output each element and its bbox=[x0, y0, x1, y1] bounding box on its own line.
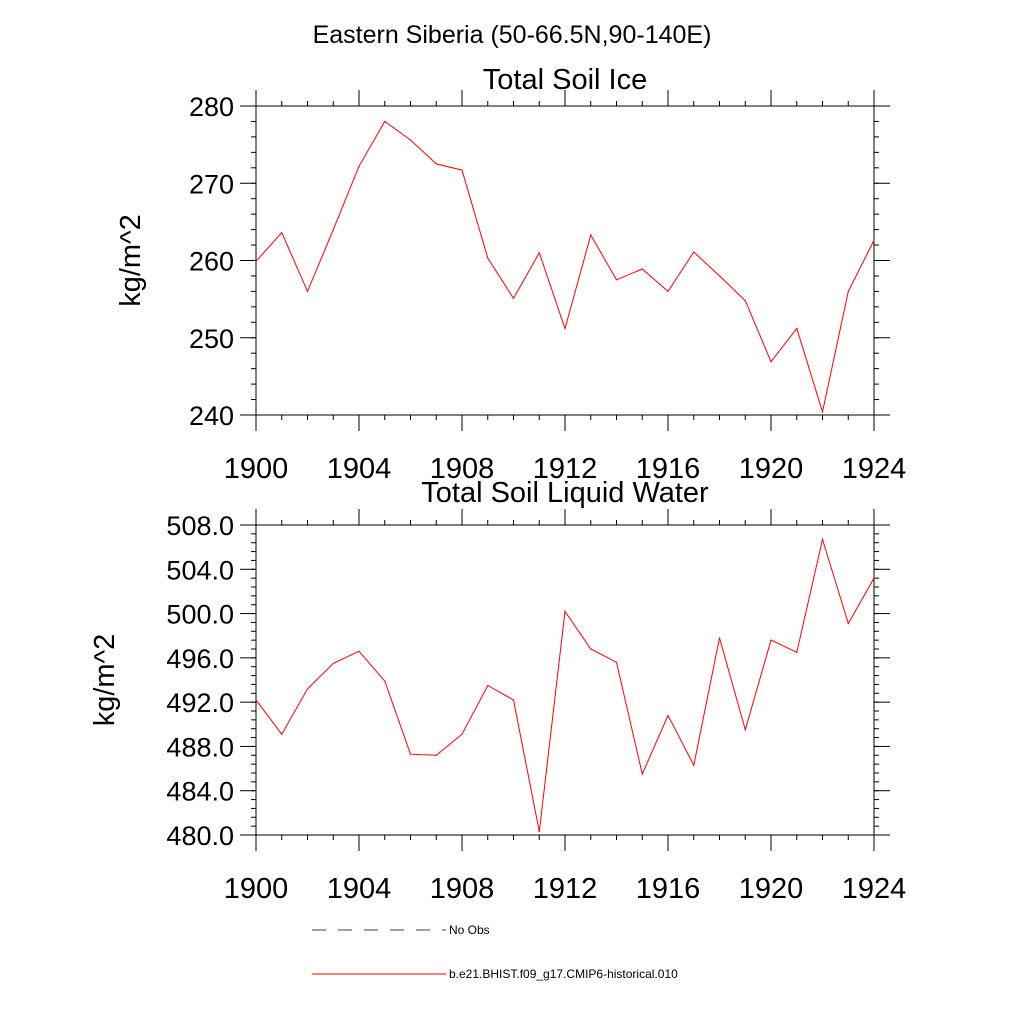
data-point bbox=[409, 753, 412, 755]
data-point bbox=[538, 252, 540, 254]
y-tick-label: 260 bbox=[189, 247, 234, 277]
data-point bbox=[770, 361, 772, 363]
data-point bbox=[332, 229, 334, 231]
data-point bbox=[718, 275, 721, 277]
data-point bbox=[487, 257, 489, 259]
y-axis-label: kg/m^2 bbox=[115, 214, 147, 307]
data-point bbox=[281, 232, 283, 234]
page-title: Eastern Siberia (50-66.5N,90-140E) bbox=[313, 21, 712, 49]
data-point bbox=[409, 139, 412, 141]
x-tick-label: 1916 bbox=[636, 873, 701, 905]
data-point bbox=[873, 239, 875, 242]
y-axis-label: kg/m^2 bbox=[89, 634, 121, 727]
data-point bbox=[332, 662, 334, 664]
data-point bbox=[873, 577, 875, 579]
plot-frame bbox=[255, 524, 875, 836]
y-tick-label: 508.0 bbox=[166, 511, 234, 541]
data-point bbox=[384, 120, 386, 123]
data-point bbox=[590, 234, 592, 236]
legend: No Obs b.e21.BHIST.f09_g17.CMIP6-histori… bbox=[312, 923, 678, 981]
legend-no-obs-label: No Obs bbox=[449, 923, 490, 937]
x-tick-label: 1924 bbox=[842, 453, 907, 485]
data-point bbox=[744, 729, 746, 731]
x-tick-label: 1908 bbox=[430, 453, 495, 485]
x-tick-label: 1920 bbox=[739, 453, 804, 485]
y-tick-label: 480.0 bbox=[166, 821, 234, 851]
data-point bbox=[693, 764, 695, 766]
plot-frame bbox=[255, 105, 875, 416]
data-point bbox=[538, 831, 540, 833]
data-point bbox=[615, 661, 618, 663]
data-point bbox=[512, 699, 515, 701]
data-point bbox=[564, 327, 566, 330]
data-point bbox=[821, 411, 824, 413]
series-line-soil-liquid-water bbox=[255, 537, 875, 832]
data-point bbox=[641, 268, 643, 270]
legend-model-label: b.e21.BHIST.f09_g17.CMIP6-historical.010 bbox=[449, 967, 678, 981]
data-point bbox=[512, 297, 515, 299]
x-tick-label: 1912 bbox=[533, 873, 598, 905]
y-tick-label: 484.0 bbox=[166, 777, 234, 807]
x-tick-label: 1908 bbox=[430, 873, 495, 905]
y-tick-label: 496.0 bbox=[166, 644, 234, 674]
data-point bbox=[461, 733, 463, 735]
data-point bbox=[435, 754, 437, 756]
data-point bbox=[718, 637, 721, 639]
y-tick-label: 504.0 bbox=[166, 555, 234, 585]
y-tick-label: 270 bbox=[189, 169, 234, 199]
data-point bbox=[255, 260, 257, 262]
data-point bbox=[358, 650, 360, 652]
x-tick-label: 1900 bbox=[224, 453, 289, 485]
data-point bbox=[487, 684, 489, 687]
y-tick-label: 280 bbox=[189, 92, 234, 122]
data-point bbox=[667, 714, 669, 717]
y-tick-label: 500.0 bbox=[166, 600, 234, 630]
y-tick-label: 488.0 bbox=[166, 732, 234, 762]
data-point bbox=[255, 699, 257, 701]
data-point bbox=[590, 648, 592, 650]
chart-panel-soil-liquid-water: Total Soil Liquid Water kg/m^2 480.0 484.0 4… bbox=[89, 477, 906, 905]
data-point bbox=[744, 300, 746, 302]
x-tick-label: 1904 bbox=[327, 873, 392, 905]
x-tick-label: 1920 bbox=[739, 873, 804, 905]
x-tick-label: 1912 bbox=[533, 453, 598, 485]
data-point bbox=[461, 169, 463, 171]
x-tick-label: 1904 bbox=[327, 453, 392, 485]
x-tick-label: 1924 bbox=[842, 873, 907, 905]
data-point bbox=[384, 680, 386, 682]
data-point bbox=[281, 733, 283, 735]
y-tick-label: 492.0 bbox=[166, 688, 234, 718]
x-tick-label: 1900 bbox=[224, 873, 289, 905]
data-point bbox=[615, 279, 618, 281]
data-point bbox=[306, 688, 309, 690]
data-point bbox=[641, 773, 643, 775]
data-point bbox=[435, 163, 437, 165]
series-line-soil-ice bbox=[255, 120, 875, 414]
data-point bbox=[693, 251, 695, 253]
data-point bbox=[821, 538, 824, 540]
data-point bbox=[564, 610, 566, 612]
data-point bbox=[847, 622, 849, 625]
data-point bbox=[770, 639, 772, 641]
x-tick-label: 1916 bbox=[636, 453, 701, 485]
data-point bbox=[358, 165, 360, 167]
data-point bbox=[796, 651, 798, 653]
data-point bbox=[796, 327, 798, 330]
y-tick-label: 250 bbox=[189, 324, 234, 354]
data-point bbox=[847, 290, 849, 292]
data-point bbox=[306, 290, 309, 292]
y-tick-label: 240 bbox=[189, 401, 234, 431]
chart-title: Total Soil Liquid Water bbox=[421, 477, 709, 509]
data-point bbox=[667, 290, 669, 292]
